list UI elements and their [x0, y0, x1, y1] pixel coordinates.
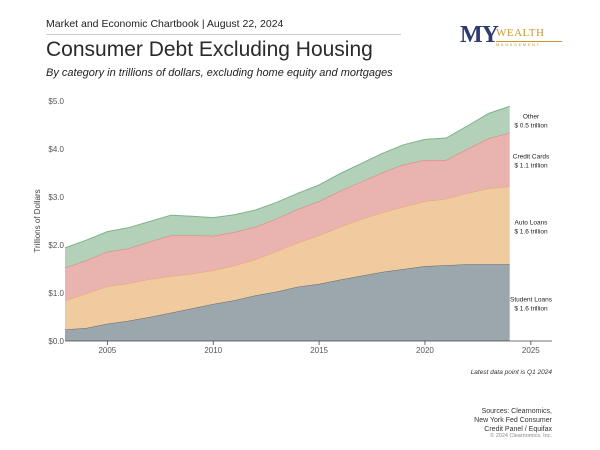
logo-underline [496, 41, 562, 42]
credit-cards-area [65, 132, 510, 301]
x-tick-label: 2025 [522, 346, 540, 355]
student-loans-annotation-name: Student Loans [510, 297, 553, 304]
other-area [65, 106, 510, 268]
chart-title: Consumer Debt Excluding Housing [46, 38, 373, 61]
y-tick-label: $3.0 [48, 193, 64, 202]
copyright-text: © 2024 Clearnomics, Inc. [490, 433, 552, 439]
other-annotation-value: $ 0.5 trillion [514, 122, 548, 129]
my-wealth-logo: MY WEALTH MANAGEMENT [460, 22, 570, 48]
other-line [64, 105, 510, 249]
x-tick-label: 2010 [204, 346, 222, 355]
latest-data-note: Latest data point is Q1 2024 [470, 369, 552, 376]
auto-loans-area [65, 186, 510, 330]
other-annotation-name: Other [523, 113, 540, 120]
y-tick-label: $4.0 [48, 145, 64, 154]
y-tick-label: $0.0 [48, 337, 64, 346]
y-axis-label: Trillions of Dollars [33, 189, 42, 252]
y-tick-label: $2.0 [48, 241, 64, 250]
source-line-3: Credit Panel / Equifax [484, 426, 552, 433]
logo-wealth-text: WEALTH [496, 27, 545, 39]
header-divider [46, 34, 401, 35]
source-line-2: New York Fed Consumer [474, 417, 552, 424]
source-line-1: Sources: Clearnomics, [481, 408, 552, 415]
auto-loans-annotation-name: Auto Loans [515, 219, 549, 226]
chart-subtitle: By category in trillions of dollars, exc… [46, 67, 393, 79]
student-loans-annotation-value: $ 1.6 trillion [514, 306, 548, 313]
logo-my-text: MY [460, 22, 499, 48]
student-loans-area [65, 264, 510, 341]
sources-text: Sources: Clearnomics, New York Fed Consu… [474, 407, 552, 434]
y-tick-label: $1.0 [48, 289, 64, 298]
x-tick-label: 2020 [416, 346, 434, 355]
auto-loans-annotation-value: $ 1.6 trillion [514, 228, 548, 235]
x-tick-label: 2015 [310, 346, 328, 355]
logo-management-text: MANAGEMENT [496, 42, 541, 47]
credit-cards-annotation-name: Credit Cards [513, 154, 550, 161]
x-tick-label: 2005 [98, 346, 116, 355]
y-tick-label: $5.0 [48, 97, 64, 106]
chartbook-header: Market and Economic Chartbook | August 2… [46, 18, 284, 30]
credit-cards-annotation-value: $ 1.1 trillion [514, 163, 548, 170]
